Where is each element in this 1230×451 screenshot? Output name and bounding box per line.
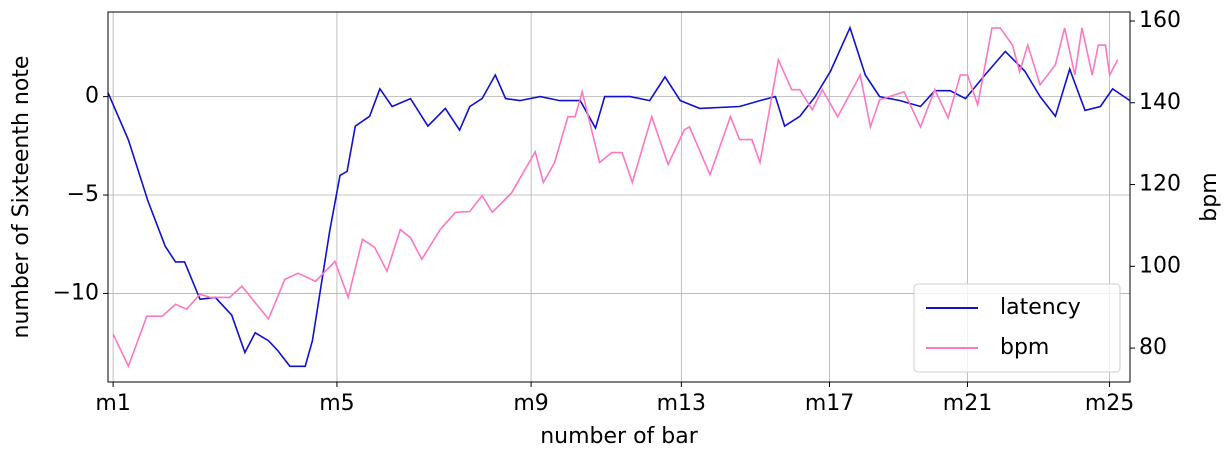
line-latency <box>107 25 1131 368</box>
x-tick-label: m17 <box>805 391 854 416</box>
y-tick-label: 0 <box>85 84 99 109</box>
legend-label: bpm <box>1000 335 1049 360</box>
x-tick-label: m5 <box>319 391 354 416</box>
y-axis-label: number of Sixteenth note <box>9 56 34 339</box>
y2-tick-label: 120 <box>1139 172 1181 197</box>
x-tick-label: m1 <box>95 391 130 416</box>
x-tick-label: m9 <box>513 391 548 416</box>
x-tick-label: m25 <box>1085 391 1134 416</box>
plot-frame <box>107 11 1131 383</box>
legend-box <box>913 283 1121 373</box>
y2-tick-label: 160 <box>1139 8 1181 33</box>
y-tick-label: −10 <box>53 280 99 305</box>
y2-tick-label: 100 <box>1139 253 1181 278</box>
y2-tick-label: 140 <box>1139 90 1181 115</box>
y2-tick-label: 80 <box>1139 335 1167 360</box>
x-tick-label: m13 <box>657 391 706 416</box>
x-axis-label: number of bar <box>540 424 699 449</box>
line-bpm <box>112 27 1119 369</box>
y2-axis-label: bpm <box>1197 172 1222 221</box>
x-tick-label: m21 <box>943 391 992 416</box>
y-tick-label: −5 <box>67 182 99 207</box>
legend-label: latency <box>1000 295 1081 320</box>
